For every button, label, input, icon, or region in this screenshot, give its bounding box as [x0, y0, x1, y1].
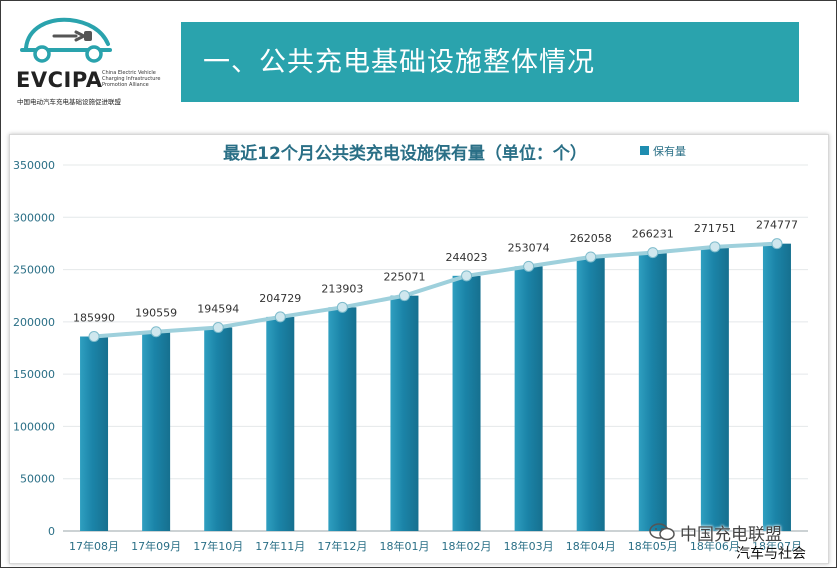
data-label: 271751	[694, 222, 736, 235]
car-plug-logo-icon	[20, 17, 112, 63]
x-tick-label: 18年04月	[566, 539, 616, 553]
y-tick-label: 300000	[13, 211, 55, 224]
trend-line	[93, 241, 778, 339]
bar	[638, 252, 667, 531]
y-tick-label: 150000	[13, 368, 55, 381]
data-label: 213903	[321, 282, 363, 295]
page-title: 一、公共充电基础设施整体情况	[203, 47, 595, 78]
trend-point	[461, 270, 473, 282]
data-label: 185990	[73, 312, 115, 325]
bar	[204, 327, 233, 531]
x-tick-label: 17年08月	[69, 539, 119, 553]
x-tick-label: 18年05月	[628, 539, 678, 553]
wechat-icon	[649, 523, 675, 541]
bar	[700, 246, 729, 531]
logo-wordmark: EVCIPA	[16, 68, 103, 92]
trend-point	[212, 322, 224, 334]
y-tick-label: 100000	[13, 420, 55, 433]
x-tick-label: 18年01月	[379, 539, 429, 553]
y-tick-label: 350000	[13, 159, 55, 172]
ownership-bar-chart: 最近12个月公共类充电设施保有量（单位：个） 保有量 0 50000 100000 150…	[13, 143, 808, 553]
y-tick-label: 50000	[20, 473, 55, 486]
x-tick-label: 17年10月	[193, 539, 243, 553]
legend-swatch	[640, 146, 649, 155]
data-label: 262058	[570, 232, 612, 245]
bar	[390, 295, 419, 531]
y-tick-label: 0	[48, 525, 55, 538]
data-label: 274777	[756, 219, 798, 232]
bar	[514, 266, 543, 531]
trend-point	[523, 260, 535, 272]
data-label: 204729	[259, 292, 301, 305]
data-label: 194594	[197, 303, 239, 316]
x-tick-label: 18年07月	[752, 539, 802, 553]
logo-english-text: China Electric Vehicle Charging Infrastr…	[102, 70, 161, 88]
x-tick-label: 17年12月	[317, 539, 367, 553]
bar	[80, 336, 109, 531]
trend-point	[398, 290, 410, 302]
data-label: 225071	[383, 271, 425, 284]
trend-point	[274, 311, 286, 323]
x-tick-label: 17年11月	[255, 539, 305, 553]
bar	[266, 316, 295, 531]
x-tick-label: 18年03月	[504, 539, 554, 553]
x-tick-label: 18年06月	[690, 539, 740, 553]
trend-point	[336, 301, 348, 313]
data-label: 266231	[632, 228, 674, 241]
trend-point	[88, 331, 100, 343]
trend-point	[709, 241, 721, 253]
bar	[142, 331, 171, 531]
trend-point	[647, 247, 659, 259]
trend-point	[150, 326, 162, 338]
chart-title: 最近12个月公共类充电设施保有量（单位：个）	[223, 143, 587, 164]
x-tick-label: 18年02月	[442, 539, 492, 553]
logo-chinese-text: 中国电动汽车充电基础设施促进联盟	[17, 98, 121, 106]
bar	[762, 243, 791, 531]
y-tick-label: 200000	[13, 316, 55, 329]
bar	[452, 275, 481, 531]
x-tick-label: 17年09月	[131, 539, 181, 553]
chart-panel: 最近12个月公共类充电设施保有量（单位：个） 保有量 0 50000 100000 150…	[9, 134, 829, 564]
evcipa-logo: EVCIPA China Electric Vehicle Charging I…	[12, 14, 162, 110]
watermark-source: 中国充电联盟	[680, 525, 782, 545]
bar	[576, 256, 605, 531]
data-label: 190559	[135, 307, 177, 320]
watermark-publisher: 汽车与社会	[736, 546, 806, 562]
legend-label: 保有量	[653, 144, 686, 158]
title-banner: 一、公共充电基础设施整体情况	[181, 22, 799, 102]
trend-point	[771, 238, 783, 250]
data-label: 244023	[446, 251, 488, 264]
y-tick-label: 250000	[13, 264, 55, 277]
data-label: 253074	[508, 241, 550, 254]
bar	[328, 307, 357, 531]
trend-point	[585, 251, 597, 263]
